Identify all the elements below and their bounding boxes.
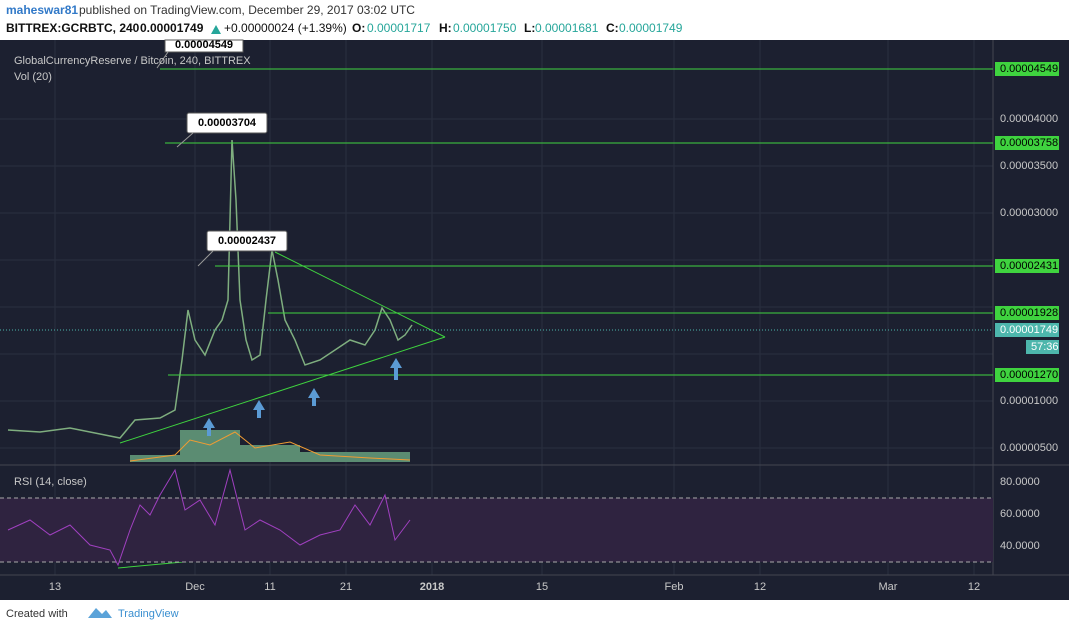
price: 0.00001749 bbox=[140, 21, 204, 35]
o-label: O: bbox=[352, 21, 365, 35]
callout-pointer bbox=[176, 132, 194, 148]
time-tick: Feb bbox=[665, 581, 684, 593]
change: +0.00000024 (+1.39%) bbox=[224, 21, 347, 35]
callout-pointer bbox=[197, 250, 214, 267]
level-label: 0.00002431 bbox=[1000, 260, 1058, 272]
l-label: L: bbox=[524, 21, 535, 35]
time-tick: Dec bbox=[185, 581, 205, 593]
price-tick: 0.00003000 bbox=[1000, 207, 1058, 219]
time-tick: 11 bbox=[264, 581, 275, 593]
level-label: 0.00003758 bbox=[1000, 137, 1058, 149]
level-label: 0.00001270 bbox=[1000, 369, 1058, 381]
level-labels: 0.00004549 0.00003758 0.00002431 0.00001… bbox=[995, 62, 1059, 382]
tv-logo bbox=[88, 608, 112, 618]
pair-legend: GlobalCurrencyReserve / Bitcoin, 240, BI… bbox=[14, 55, 251, 67]
l-value: 0.00001681 bbox=[535, 21, 599, 35]
arrows bbox=[203, 358, 402, 436]
time-axis: 13 Dec 11 21 2018 15 Feb 12 Mar 12 bbox=[49, 581, 980, 593]
footer-brand[interactable]: TradingView bbox=[118, 608, 179, 620]
time-tick: 15 bbox=[536, 581, 548, 593]
time-tick: 13 bbox=[49, 581, 61, 593]
callout: 0.00003704 bbox=[198, 117, 257, 129]
up-icon bbox=[211, 25, 221, 34]
callout-box bbox=[186, 112, 268, 134]
callout-box bbox=[164, 39, 244, 53]
volume-ma bbox=[129, 431, 411, 462]
callout-box bbox=[206, 230, 288, 252]
symbol: BITTREX:GCRBTC, 240 bbox=[6, 21, 140, 35]
c-value: 0.00001749 bbox=[619, 21, 683, 35]
h-label: H: bbox=[439, 21, 452, 35]
author[interactable]: maheswar81 bbox=[6, 3, 78, 17]
callout: 0.00004549 bbox=[175, 39, 233, 51]
price-tick: 0.00001000 bbox=[1000, 395, 1058, 407]
countdown: 57:36 bbox=[1031, 341, 1059, 353]
rsi-tick: 40.0000 bbox=[1000, 540, 1040, 552]
price-tick: 0.00000500 bbox=[1000, 442, 1058, 454]
rsi-tick: 80.0000 bbox=[1000, 476, 1040, 488]
level-label: 0.00001928 bbox=[1000, 307, 1058, 319]
time-tick: 2018 bbox=[420, 581, 444, 593]
price-axis: 0.00004000 0.00003500 0.00003000 0.00001… bbox=[1000, 113, 1058, 454]
time-tick: 12 bbox=[968, 581, 980, 593]
level-label: 0.00004549 bbox=[1000, 63, 1058, 75]
level-lines bbox=[117, 68, 993, 569]
c-label: C: bbox=[606, 21, 619, 35]
footer-created: Created with bbox=[6, 608, 68, 620]
callout: 0.00002437 bbox=[218, 235, 276, 247]
current-price: 0.00001749 bbox=[1000, 324, 1058, 336]
price-tick: 0.00003500 bbox=[1000, 160, 1058, 172]
rsi-legend: RSI (14, close) bbox=[14, 476, 87, 488]
published: published on TradingView.com, December 2… bbox=[79, 3, 415, 17]
rsi-line bbox=[7, 468, 411, 567]
rsi-band bbox=[0, 498, 993, 562]
grid bbox=[0, 40, 993, 575]
price-path bbox=[7, 139, 413, 439]
time-tick: Mar bbox=[879, 581, 898, 593]
footer-bg bbox=[0, 600, 1069, 631]
time-tick: 21 bbox=[340, 581, 352, 593]
price-tick: 0.00004000 bbox=[1000, 113, 1058, 125]
time-tick: 12 bbox=[754, 581, 766, 593]
callout-pointer bbox=[156, 51, 169, 69]
volume-legend: Vol (20) bbox=[14, 71, 52, 83]
rsi-axis: 80.0000 60.0000 40.0000 bbox=[1000, 476, 1040, 552]
o-value: 0.00001717 bbox=[367, 21, 431, 35]
rsi-tick: 60.0000 bbox=[1000, 508, 1040, 520]
h-value: 0.00001750 bbox=[453, 21, 517, 35]
